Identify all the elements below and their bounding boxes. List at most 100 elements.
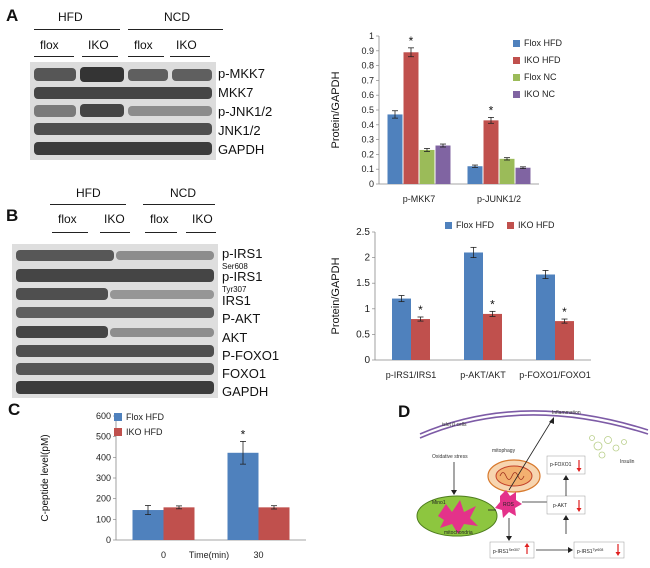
panel-b-lane-line <box>52 232 88 233</box>
bar-flox-hfd <box>392 298 411 360</box>
legend-swatch <box>114 413 122 421</box>
legend-label: IKO NC <box>524 89 556 99</box>
bar-flox-hfd <box>227 452 259 540</box>
chart-a-bar-chart: 0 0.1 0.2 0.3 0.4 0.5 0.6 0.7 0.8 0.9 1 Protein/GAP… <box>330 31 563 204</box>
panel-a-lane-line <box>128 56 164 57</box>
legend-swatch <box>114 428 122 436</box>
membrane-inner-line <box>419 414 649 439</box>
legend-swatch <box>445 222 452 229</box>
y-tick-label: 1 <box>364 304 370 315</box>
panel-b-blot-label: IRS1 <box>222 293 251 308</box>
panel-a-lane-label: flox <box>134 38 153 52</box>
y-tick-label: 0.5 <box>361 105 374 115</box>
y-tick-label: 1 <box>369 31 374 41</box>
legend-label: Flox NC <box>524 72 557 82</box>
panel-b-lane-label: IKO <box>104 212 125 226</box>
islet-cells-label: islet β cells <box>442 422 467 428</box>
panel-a-lane-label: IKO <box>88 38 109 52</box>
bar-iko-hfd <box>163 507 195 540</box>
panel-b-lane-label: flox <box>150 212 169 226</box>
legend-label: IKO HFD <box>524 55 561 65</box>
panel-b-blot-label: FOXO1 <box>222 366 267 381</box>
y-tick-label: 0.8 <box>361 61 374 71</box>
y-tick-label: 0.2 <box>361 149 374 159</box>
panel-d-letter: D <box>398 402 411 421</box>
decrease-arrow-icon <box>615 552 621 556</box>
panel-a-lane-line <box>34 56 74 57</box>
ros-label: ROS <box>503 502 515 508</box>
panel-a-group-line-ncd <box>128 29 223 30</box>
x-category-label: p-JUNK1/2 <box>477 194 521 204</box>
y-tick-label: 500 <box>96 432 111 442</box>
panel-a-blot-image <box>30 62 216 160</box>
panel-d-diagram: islet β cells Inflammation mitophagy Oxi… <box>416 410 649 559</box>
insulin-label: Insulin <box>620 459 635 465</box>
x-category-label: 0 <box>161 550 166 560</box>
y-axis-label: C-peptide level(pM) <box>40 434 51 521</box>
panel-b-blot-label: p-IRS1 <box>222 269 263 284</box>
panel-b-blot-image <box>12 244 218 398</box>
legend-label: Flox HFD <box>524 38 563 48</box>
p-akt-label: p-AKT <box>553 503 567 509</box>
significance-asterisk: * <box>489 103 494 117</box>
ros-burst-icon <box>495 490 522 518</box>
mitochondria-label: mitochondria <box>444 530 473 536</box>
legend-label: IKO HFD <box>126 427 163 437</box>
panel-a-lane-label: flox <box>40 38 59 52</box>
panel-a-blot-label: p-MKK7 <box>218 66 265 81</box>
bar-iko-hfd <box>483 313 502 360</box>
panel-b-blot-label: AKT <box>222 330 248 345</box>
oxidative-stress-label: Oxidative stress <box>432 454 468 460</box>
p-irs1-tyr-label: p-IRS1Tyr608 <box>577 548 603 555</box>
x-category-label: 30 <box>253 550 263 560</box>
panel-c-letter: C <box>8 400 21 419</box>
panel-a-blot-label: p-JNK1/2 <box>218 104 273 119</box>
bar-iko-hfd <box>258 507 290 540</box>
panel-a-blot-label: GAPDH <box>218 142 265 157</box>
x-axis-label: Time(min) <box>189 550 229 560</box>
bar-iko-nc <box>435 145 451 184</box>
panel-a-lane-line <box>82 56 118 57</box>
y-tick-label: 2.5 <box>356 227 370 238</box>
bar-iko-hfd <box>403 52 419 184</box>
bar-flox-hfd <box>387 114 403 184</box>
y-tick-label: 1.5 <box>356 278 370 289</box>
y-tick-label: 0 <box>364 355 370 366</box>
panel-a-lane-line <box>170 56 210 57</box>
panel-b-letter: B <box>6 206 19 225</box>
panel-b-blot-sublabel: Ser608 <box>222 262 248 271</box>
chart-c-bar-chart: 0 100 200 300 400 500 600 C-peptide level(pM) 0 3… <box>40 411 306 560</box>
x-category-label: p-MKK7 <box>403 194 436 204</box>
y-tick-label: 0.7 <box>361 75 374 85</box>
panel-b-group-line-hfd <box>50 204 126 205</box>
panel-a-blot-label: JNK1/2 <box>218 123 261 138</box>
significance-asterisk: * <box>418 303 423 317</box>
panel-b-blot-label: P-FOXO1 <box>222 348 280 363</box>
significance-asterisk: * <box>241 427 246 441</box>
x-category-label: p-AKT/AKT <box>460 370 506 380</box>
legend-swatch <box>513 91 520 98</box>
bar-flox-hfd <box>467 166 483 184</box>
increase-arrow-icon <box>524 543 530 547</box>
x-category-label: p-IRS1/IRS1 <box>386 370 437 380</box>
panel-b-lane-line <box>100 232 130 233</box>
x-category-label: p-FOXO1/FOXO1 <box>519 370 591 380</box>
y-tick-label: 0.6 <box>361 90 374 100</box>
bar-iko-nc <box>515 167 531 184</box>
significance-asterisk: * <box>490 297 495 311</box>
panel-b-lane-line <box>186 232 216 233</box>
y-tick-label: 0.5 <box>356 329 370 340</box>
decrease-arrow-icon <box>576 508 582 512</box>
bar-flox-hfd <box>132 510 164 540</box>
panel-b-group-hfd: HFD <box>76 186 101 200</box>
panel-b-group-line-ncd <box>143 204 215 205</box>
y-tick-label: 0.4 <box>361 120 374 130</box>
significance-asterisk: * <box>409 34 414 48</box>
panel-b-lane-label: flox <box>58 212 77 226</box>
panel-a-group-hfd: HFD <box>58 10 83 24</box>
legend-label: Flox HFD <box>456 220 495 230</box>
bar-iko-hfd <box>483 120 499 184</box>
legend-swatch <box>513 74 520 81</box>
bar-iko-hfd <box>411 319 430 360</box>
y-tick-label: 100 <box>96 514 111 524</box>
